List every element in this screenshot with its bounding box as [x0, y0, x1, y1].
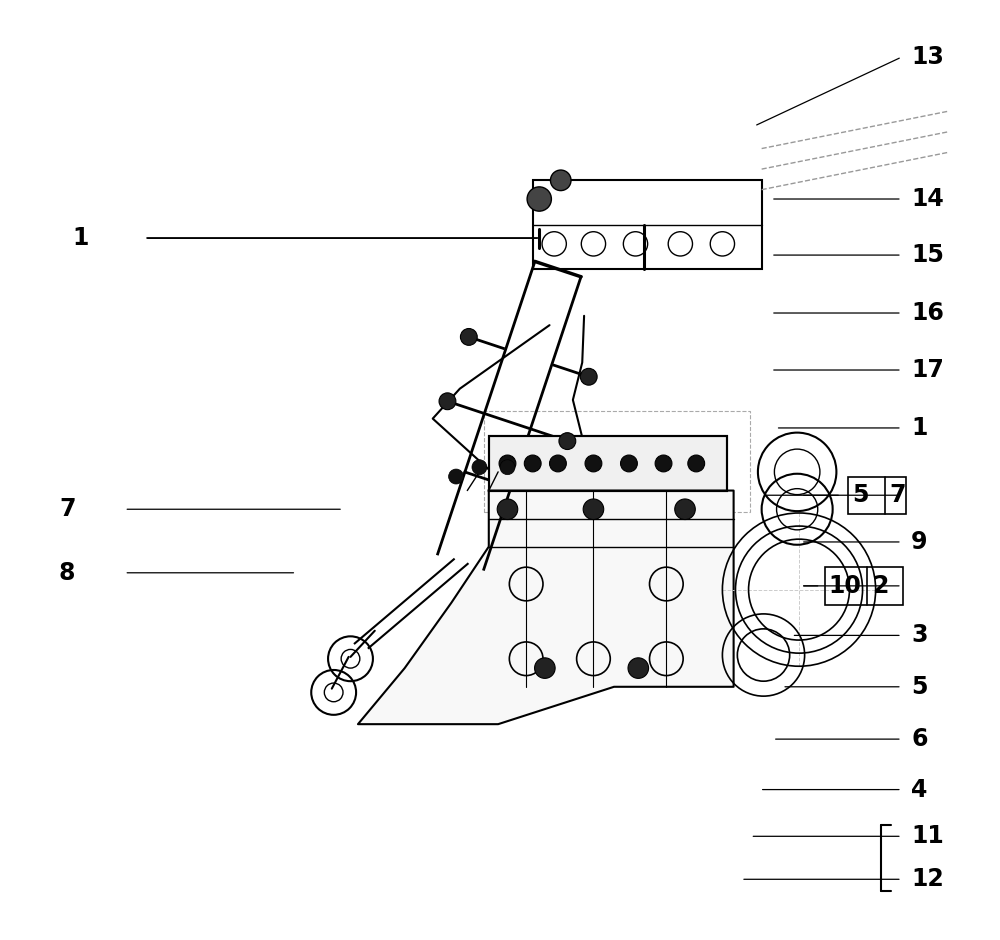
- Circle shape: [499, 455, 516, 472]
- Circle shape: [460, 328, 477, 345]
- Circle shape: [550, 455, 566, 472]
- Polygon shape: [358, 491, 734, 724]
- Text: 7: 7: [59, 497, 75, 522]
- Text: 4: 4: [911, 777, 928, 802]
- Bar: [848, 477, 906, 514]
- Text: 3: 3: [911, 623, 928, 648]
- Text: 1: 1: [911, 415, 928, 440]
- Circle shape: [688, 455, 705, 472]
- Circle shape: [675, 499, 695, 520]
- Circle shape: [559, 432, 576, 449]
- Circle shape: [527, 187, 551, 212]
- Text: 7: 7: [890, 483, 906, 508]
- Text: 16: 16: [911, 301, 944, 325]
- Circle shape: [621, 455, 637, 472]
- Text: 5: 5: [852, 483, 869, 508]
- Bar: [489, 436, 727, 491]
- Circle shape: [500, 460, 515, 475]
- Circle shape: [439, 393, 456, 410]
- Circle shape: [524, 455, 541, 472]
- Bar: [484, 411, 750, 512]
- Circle shape: [550, 170, 571, 191]
- Text: 11: 11: [911, 824, 944, 848]
- Bar: [489, 436, 727, 491]
- Circle shape: [585, 455, 602, 472]
- Text: 1: 1: [72, 227, 88, 250]
- Text: 10: 10: [828, 574, 861, 598]
- Text: 15: 15: [911, 243, 944, 267]
- Circle shape: [628, 658, 649, 679]
- Text: 8: 8: [59, 561, 75, 585]
- Circle shape: [449, 469, 464, 484]
- Text: 12: 12: [911, 868, 944, 891]
- Circle shape: [497, 499, 518, 520]
- Text: 5: 5: [911, 675, 928, 698]
- Circle shape: [472, 460, 487, 475]
- Bar: [533, 180, 762, 269]
- Text: 17: 17: [911, 358, 944, 382]
- Text: 14: 14: [911, 187, 944, 211]
- Bar: [825, 567, 903, 604]
- Circle shape: [580, 368, 597, 385]
- Text: 2: 2: [872, 574, 888, 598]
- Text: 6: 6: [911, 728, 928, 751]
- Text: 13: 13: [911, 45, 944, 69]
- Circle shape: [535, 658, 555, 679]
- Circle shape: [583, 499, 604, 520]
- Circle shape: [655, 455, 672, 472]
- Text: 9: 9: [911, 530, 928, 554]
